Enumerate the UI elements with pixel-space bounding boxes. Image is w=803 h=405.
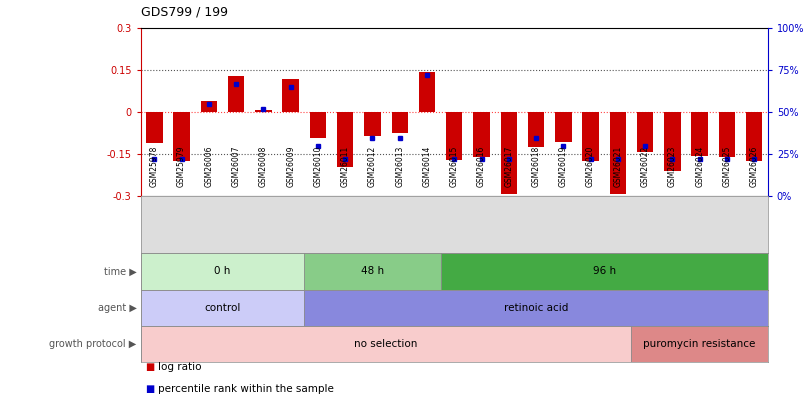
Bar (691, 112, 707, 156)
Bar (255, 110, 271, 112)
Text: 0 h: 0 h (214, 266, 230, 276)
Bar (446, 112, 462, 160)
Bar (581, 112, 598, 162)
Text: percentile rank within the sample: percentile rank within the sample (158, 384, 334, 394)
Bar (473, 112, 489, 157)
Text: 96 h: 96 h (592, 266, 615, 276)
Bar (201, 101, 217, 112)
Text: control: control (204, 303, 240, 313)
Bar (745, 112, 761, 162)
Text: time ▶: time ▶ (104, 266, 137, 276)
Bar (309, 112, 326, 138)
Bar (141, 326, 630, 362)
Bar (336, 112, 353, 167)
Bar (718, 112, 734, 157)
Bar (609, 112, 626, 194)
Text: retinoic acid: retinoic acid (503, 303, 568, 313)
Bar (528, 112, 544, 147)
Bar (418, 72, 434, 112)
Text: no selection: no selection (354, 339, 418, 349)
Bar (391, 112, 407, 133)
Bar (554, 112, 571, 142)
Text: puromycin resistance: puromycin resistance (642, 339, 755, 349)
Bar (364, 112, 380, 136)
Text: agent ▶: agent ▶ (98, 303, 137, 313)
Text: log ratio: log ratio (158, 362, 202, 371)
Bar (228, 76, 244, 112)
Bar (173, 112, 190, 162)
Bar (146, 112, 162, 143)
Text: growth protocol ▶: growth protocol ▶ (49, 339, 137, 349)
Text: 48 h: 48 h (361, 266, 384, 276)
Text: ■: ■ (145, 384, 154, 394)
Bar (636, 112, 653, 151)
Bar (141, 290, 304, 326)
Bar (282, 79, 299, 112)
Text: ■: ■ (145, 362, 154, 371)
Bar (500, 112, 516, 194)
Bar (663, 112, 679, 171)
Bar (141, 253, 304, 290)
Bar (440, 253, 767, 290)
Bar (304, 290, 767, 326)
Bar (630, 326, 767, 362)
Bar (304, 253, 440, 290)
Text: GDS799 / 199: GDS799 / 199 (141, 5, 227, 18)
